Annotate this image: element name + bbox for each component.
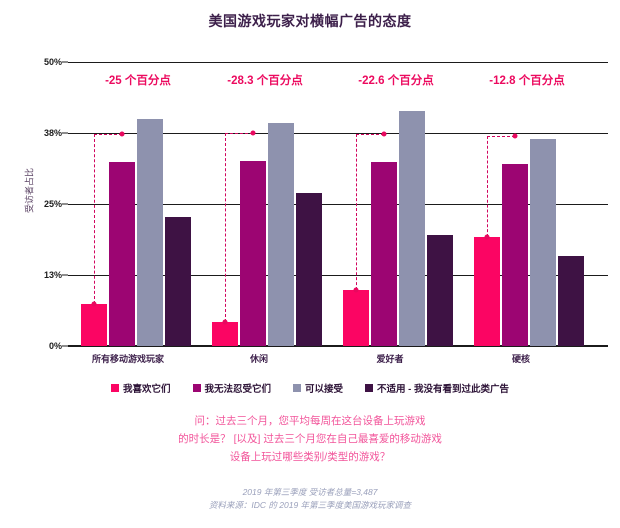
y-tick-label-25: 25%: [43, 199, 62, 209]
bar[interactable]: [427, 234, 453, 346]
legend-swatch-icon: [365, 384, 374, 392]
bar[interactable]: [137, 118, 163, 346]
y-tick-label-38: 38%: [43, 128, 62, 138]
y-tick-mark-25: [62, 203, 68, 205]
legend-swatch-icon: [293, 384, 302, 392]
legend-swatch-icon: [111, 384, 119, 392]
gridline-50: [68, 62, 608, 63]
legend-item[interactable]: 我无法忍受它们: [192, 381, 272, 395]
connector-vertical-line: [225, 132, 226, 322]
bar[interactable]: [399, 111, 425, 346]
bar-group: [474, 62, 584, 346]
connector-dot-end: [250, 130, 256, 136]
question-footnote: 问：过去三个月，您平均每周在这台设备上玩游戏 的时长是？ [以及] 过去三个月您…: [60, 412, 560, 466]
delta-label-group-1: -25 个百分点: [105, 75, 171, 87]
y-tick-label-0: 0%: [48, 341, 62, 351]
connector-horizontal-line: [356, 133, 384, 135]
legend-item[interactable]: 不适用 - 我没有看到过此类广告: [365, 381, 509, 395]
question-line-1: 问：过去三个月，您平均每周在这台设备上玩游戏: [194, 415, 426, 427]
chart-title: 美国游戏玩家对横幅广告的态度: [208, 13, 412, 29]
x-category-label-2: 休闲: [249, 354, 268, 364]
source-line-2: 资料来源：IDC 的 2019 年第三季度美国游戏玩家调查: [208, 500, 412, 510]
y-axis-title: 受访者占比: [24, 168, 35, 214]
legend-item[interactable]: 我喜欢它们: [111, 381, 171, 395]
connector-dot-start: [91, 301, 97, 307]
bar[interactable]: [558, 256, 584, 346]
gridline-38: [68, 133, 608, 134]
connector-horizontal-line: [94, 133, 122, 135]
delta-label-group-3: -22.6 个百分点: [358, 75, 434, 87]
connector-dot-start: [353, 287, 359, 293]
x-category-label-3: 爱好者: [376, 354, 404, 364]
bar[interactable]: [502, 164, 528, 346]
y-tick-label-13: 13%: [43, 270, 62, 280]
bar[interactable]: [109, 161, 135, 346]
legend-item[interactable]: 可以接受: [293, 381, 343, 395]
bar[interactable]: [81, 303, 107, 346]
legend-label: 可以接受: [305, 384, 344, 395]
bar[interactable]: [530, 139, 556, 346]
question-line-3: 设备上玩过哪些类别/类型的游戏？: [229, 451, 391, 463]
connector-dot-end: [381, 131, 387, 137]
x-category-label-1: 所有移动游戏玩家: [91, 354, 164, 364]
plot-area: [68, 62, 608, 347]
connector-horizontal-line: [225, 132, 253, 134]
source-line-1: 2019 年第三季度 受访者总量=3,487: [242, 487, 378, 497]
y-tick-mark-50: [62, 61, 68, 63]
source-footnote: 2019 年第三季度 受访者总量=3,487 资料来源：IDC 的 2019 年…: [60, 486, 560, 512]
bar[interactable]: [268, 123, 294, 346]
connector-vertical-line: [356, 133, 357, 291]
bar[interactable]: [296, 193, 322, 346]
connector-vertical-line: [94, 133, 95, 304]
bar-group: [343, 62, 453, 346]
bar-group: [81, 62, 191, 346]
gridline-13: [68, 275, 608, 276]
legend-label: 不适用 - 我没有看到过此类广告: [377, 384, 509, 395]
connector-vertical-line: [487, 136, 488, 237]
delta-label-group-2: -28.3 个百分点: [227, 75, 303, 87]
bar[interactable]: [165, 217, 191, 346]
y-tick-mark-13: [62, 274, 68, 276]
x-category-label-4: 硬核: [511, 354, 530, 364]
connector-dot-start: [484, 234, 490, 240]
bar-group: [212, 62, 322, 346]
connector-dot-start: [222, 319, 228, 325]
connector-horizontal-line: [487, 136, 515, 138]
axis-baseline: [68, 345, 608, 347]
bar[interactable]: [212, 321, 238, 346]
bar[interactable]: [240, 160, 266, 346]
delta-label-group-4: -12.8 个百分点: [489, 75, 565, 87]
connector-dot-end: [512, 133, 518, 139]
bar[interactable]: [343, 290, 369, 346]
y-tick-mark-0: [62, 345, 68, 347]
bar[interactable]: [371, 161, 397, 346]
chart-legend: 我喜欢它们 我无法忍受它们 可以接受 不适用 - 我没有看到过此类广告: [0, 381, 620, 395]
legend-swatch-icon: [192, 384, 201, 392]
connector-dot-end: [119, 131, 125, 137]
question-line-2: 的时长是？ [以及] 过去三个月您在自己最喜爱的移动游戏: [178, 433, 442, 445]
bar[interactable]: [474, 236, 500, 346]
legend-label: 我喜欢它们: [123, 384, 171, 395]
y-tick-label-50: 50%: [43, 57, 62, 67]
legend-label: 我无法忍受它们: [204, 384, 272, 395]
gridline-25: [68, 204, 608, 205]
y-tick-mark-38: [62, 132, 68, 134]
